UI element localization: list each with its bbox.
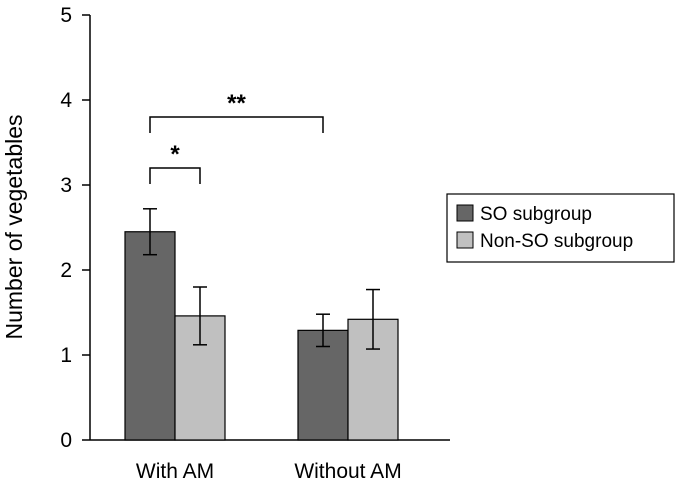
legend-box — [446, 193, 675, 263]
significance-bracket — [149, 167, 201, 184]
legend-swatch — [456, 231, 474, 249]
bar-so-with-am — [124, 231, 176, 441]
significance-label: * — [170, 141, 180, 168]
y-tick-label: 3 — [60, 174, 72, 197]
significance-label: ** — [227, 90, 246, 117]
legend: SO subgroup Non-SO subgroup — [446, 193, 675, 263]
bar-so-without-am — [297, 329, 349, 441]
y-tick-label: 2 — [60, 259, 72, 282]
category-label: With AM — [136, 460, 214, 483]
y-tick-label: 5 — [60, 4, 72, 27]
legend-swatch — [456, 204, 474, 222]
legend-label: Non-SO subgroup — [480, 231, 633, 252]
significance-bracket — [149, 116, 324, 133]
category-label: Without AM — [294, 460, 401, 483]
y-axis-title: Number of vegetables — [1, 114, 27, 339]
y-tick-label: 0 — [60, 429, 72, 452]
y-tick-label: 1 — [60, 344, 72, 367]
y-tick-label: 4 — [60, 89, 72, 112]
legend-label: SO subgroup — [480, 204, 592, 225]
